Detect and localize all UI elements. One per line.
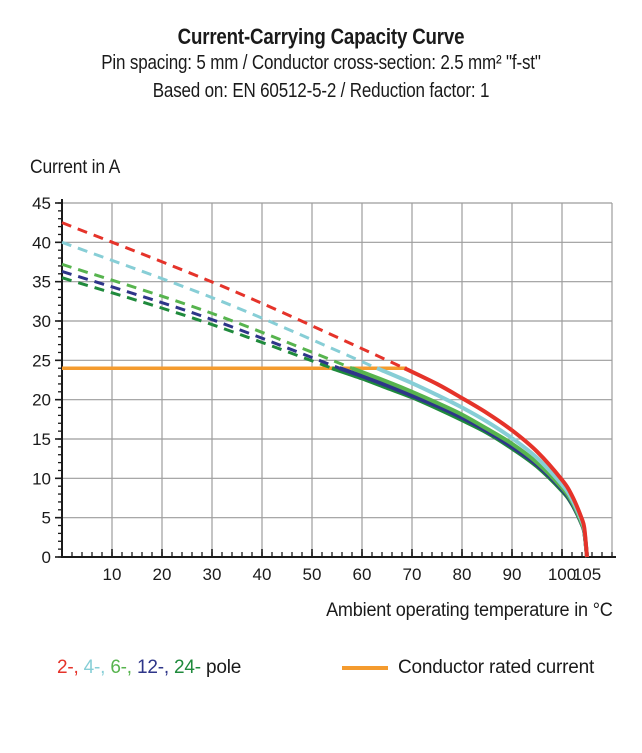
y-tick-label: 25 [32, 351, 51, 370]
series-4-pole-derating-dashed [61, 240, 378, 370]
x-tick-label: 70 [403, 565, 422, 584]
axes [61, 199, 616, 558]
y-tick-label: 45 [32, 194, 51, 213]
x-axis-title: Ambient operating temperature in °C [326, 600, 613, 621]
legend-pole-item-12-pole: 12-, [136, 657, 174, 678]
chart-subtitle-standard: Based on: EN 60512-5-2 / Reduction facto… [152, 80, 490, 102]
legend-pole-item-4-pole: 4-, [83, 657, 111, 678]
legend-rated-current: Conductor rated current [342, 654, 594, 682]
chart-subtitle-spec: Pin spacing: 5 mm / Conductor cross-sect… [101, 52, 541, 74]
x-tick-label: 60 [353, 565, 372, 584]
chart-title: Current-Carrying Capacity Curve [177, 24, 465, 49]
series-24-pole-derating-dashed [61, 276, 333, 370]
x-tick-label: 80 [453, 565, 472, 584]
legend-pole-item-24-pole: 24- [174, 657, 201, 678]
series-12-pole-derating-dashed [61, 270, 341, 370]
rated-current-line-swatch [342, 666, 388, 670]
series-curves [61, 221, 589, 558]
legend-pole-item-6-pole: 6-, [110, 657, 137, 678]
y-axis-title: Current in A [30, 157, 121, 178]
x-tick-label: 105 [573, 565, 601, 584]
x-tick-label: 40 [253, 565, 272, 584]
legend: 2-, 4-, 6-, 12-, 24- pole Conductor rate… [0, 654, 642, 684]
x-tick-label: 20 [153, 565, 172, 584]
x-tick-label: 50 [303, 565, 322, 584]
y-tick-label: 0 [42, 548, 51, 567]
y-tick-label: 20 [32, 391, 51, 410]
chart-header: Current-Carrying Capacity Curve Pin spac… [48, 24, 594, 105]
axis-ticks [55, 202, 613, 558]
y-tick-label: 5 [42, 509, 51, 528]
y-tick-label: 40 [32, 233, 51, 252]
series-6-pole-capacity-solid [351, 366, 589, 558]
x-tick-label: 100 [548, 565, 576, 584]
x-tick-label: 30 [203, 565, 222, 584]
rated-current-label: Conductor rated current [398, 657, 595, 678]
legend-pole-item-2-pole: 2-, [57, 657, 84, 678]
y-tick-label: 30 [32, 312, 51, 331]
y-tick-label: 10 [32, 469, 51, 488]
x-tick-label: 10 [103, 565, 122, 584]
y-tick-label: 35 [32, 273, 51, 292]
x-tick-label: 90 [503, 565, 522, 584]
legend-pole-suffix: pole [200, 657, 242, 678]
y-tick-label: 15 [32, 430, 51, 449]
legend-pole-counts: 2-, 4-, 6-, 12-, 24- pole [57, 654, 241, 682]
series-2-pole-capacity-solid [403, 366, 589, 558]
series-2-pole-derating-dashed [61, 221, 406, 370]
series-6-pole-derating-dashed [61, 262, 353, 370]
